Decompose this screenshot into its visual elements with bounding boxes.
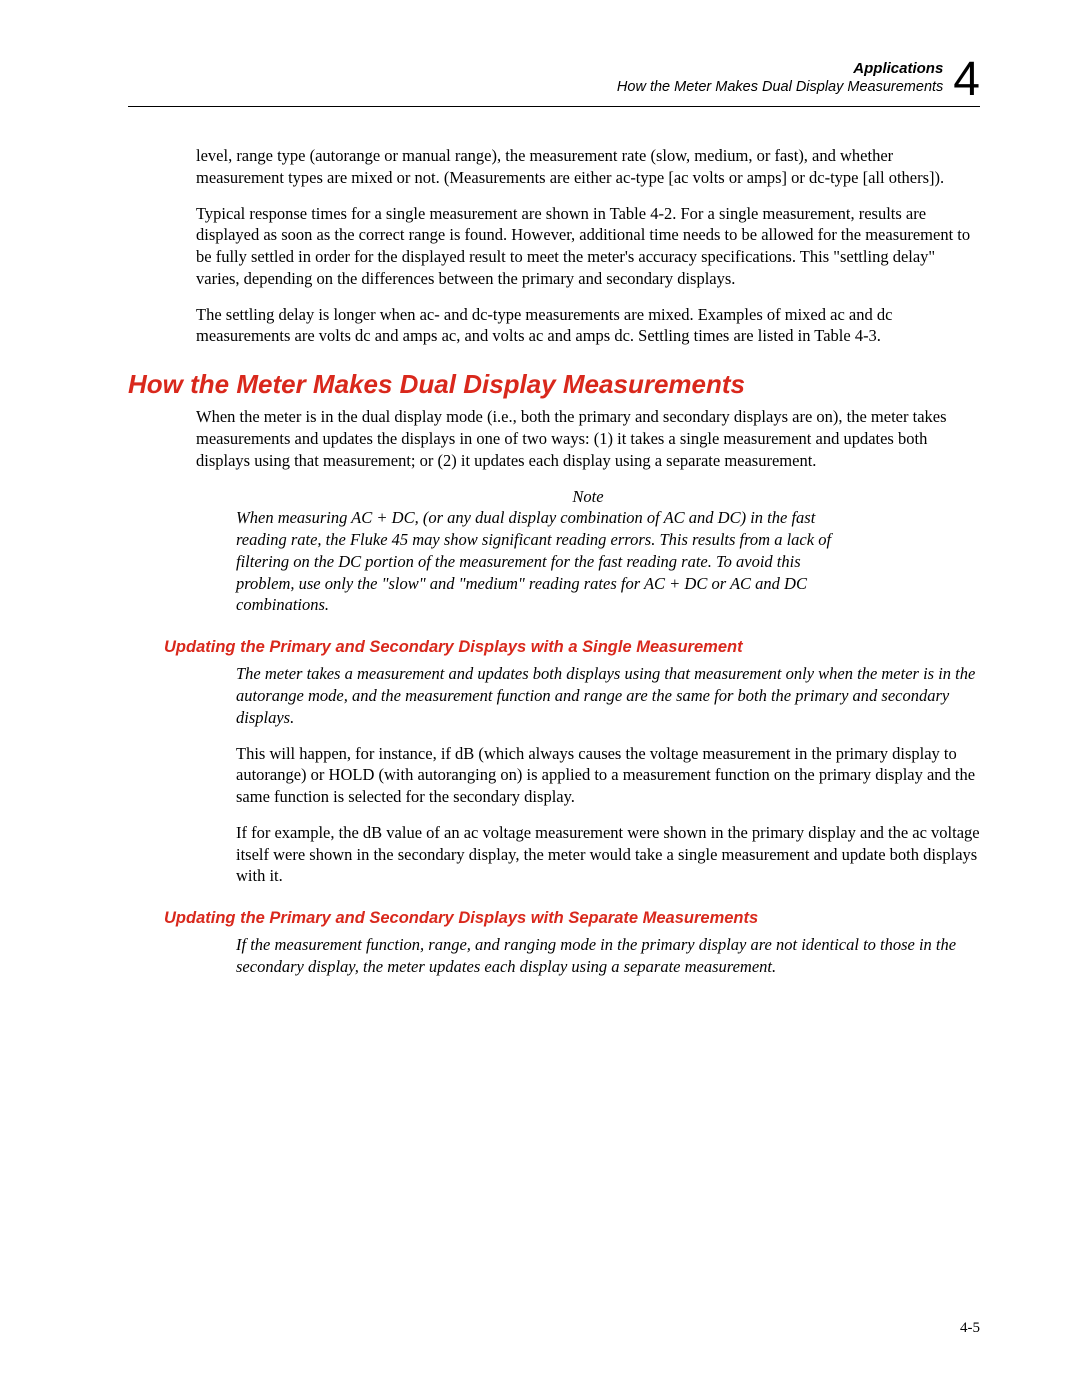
chapter-number: 4 (953, 56, 980, 104)
header-title: Applications (617, 60, 943, 79)
subsection1-paragraph-3: If for example, the dB value of an ac vo… (236, 822, 980, 887)
intro-paragraph-2: Typical response times for a single meas… (196, 203, 980, 290)
section-paragraph-1: When the meter is in the dual display mo… (196, 406, 980, 471)
note-label: Note (196, 487, 980, 507)
page-number: 4-5 (960, 1320, 980, 1337)
subsection1-paragraph-1: The meter takes a measurement and update… (236, 663, 980, 728)
subsection2-title: Updating the Primary and Secondary Displ… (164, 909, 980, 928)
section-title: How the Meter Makes Dual Display Measure… (128, 369, 980, 400)
header-inner: Applications How the Meter Makes Dual Di… (128, 54, 980, 102)
header-subtitle: How the Meter Makes Dual Display Measure… (617, 78, 943, 96)
subsection1-paragraph-2: This will happen, for instance, if dB (w… (236, 743, 980, 808)
subsection1-title: Updating the Primary and Secondary Displ… (164, 638, 980, 657)
subsection2-paragraph-1: If the measurement function, range, and … (236, 934, 980, 978)
intro-paragraph-3: The settling delay is longer when ac- an… (196, 304, 980, 348)
document-page: Applications How the Meter Makes Dual Di… (0, 0, 1080, 1052)
note-body: When measuring AC + DC, (or any dual dis… (236, 507, 840, 616)
header-text-block: Applications How the Meter Makes Dual Di… (617, 60, 943, 97)
page-header: Applications How the Meter Makes Dual Di… (128, 54, 980, 107)
intro-paragraph-1: level, range type (autorange or manual r… (196, 145, 980, 189)
